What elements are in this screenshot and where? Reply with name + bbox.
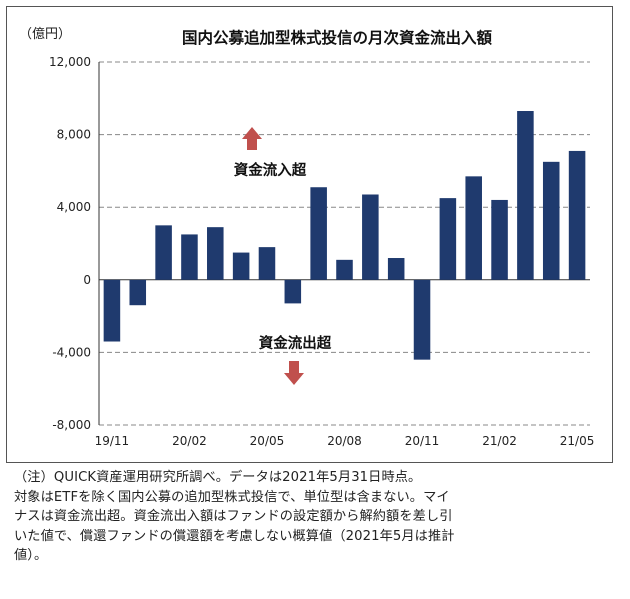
footnote-line: ナスは資金流出超。資金流出入額はファンドの設定額から解約額を差し引 — [14, 509, 453, 524]
bar-chart: 国内公募追加型株式投信の月次資金流出入額 （億円） 12,000 8,000 4,0… — [19, 26, 595, 448]
x-tick-label: 20/02 — [172, 434, 207, 448]
bar-20-03 — [207, 227, 224, 280]
inflow-label: 資金流入超 — [234, 161, 307, 179]
footnote-line: 対象はETFを除く国内公募の追加型株式投信で、単位型は含まない。マイ — [14, 489, 450, 505]
bar-19-11 — [103, 279, 121, 342]
y-tick-label: -4,000 — [52, 345, 91, 359]
bar-21-03 — [517, 111, 534, 280]
y-unit-label: （億円） — [19, 26, 71, 42]
bar-20-09 — [362, 194, 379, 280]
bar-21-05 — [568, 150, 586, 280]
footnote-line: （注）QUICK資産運用研究所調べ。データは2021年5月31日時点。 — [14, 470, 422, 485]
bar-20-12 — [439, 198, 457, 280]
bar-21-01 — [465, 176, 482, 280]
bar-20-01 — [155, 225, 172, 280]
bar-19-12 — [129, 279, 147, 306]
footnote-line: 値）。 — [14, 548, 48, 563]
y-tick-label: -8,000 — [52, 418, 91, 432]
x-tick-label: 20/11 — [405, 434, 440, 448]
bar-20-02 — [181, 234, 198, 280]
outflow-label: 資金流出超 — [259, 334, 332, 352]
y-tick-label: 4,000 — [57, 200, 91, 214]
y-tick-label: 8,000 — [57, 128, 91, 142]
bar-20-11 — [413, 279, 431, 360]
bar-20-08 — [336, 259, 353, 280]
x-tick-label: 21/02 — [482, 434, 517, 448]
bar-20-10 — [387, 258, 405, 280]
x-tick-label: 20/08 — [327, 434, 362, 448]
bar-20-05 — [258, 247, 276, 280]
y-tick-label: 12,000 — [49, 55, 91, 69]
chart-title: 国内公募追加型株式投信の月次資金流出入額 — [182, 28, 493, 47]
up-arrow-icon — [242, 127, 262, 150]
bar-21-04 — [542, 161, 560, 280]
x-tick-label: 21/05 — [560, 434, 595, 448]
x-tick-label: 20/05 — [250, 434, 285, 448]
footnote: （注）QUICK資産運用研究所調べ。データは2021年5月31日時点。 対象はE… — [14, 468, 614, 566]
down-arrow-icon — [284, 361, 304, 385]
bar-20-04 — [232, 252, 250, 280]
y-tick-label: 0 — [83, 273, 91, 287]
bar-21-02 — [491, 199, 508, 280]
chart-frame: 国内公募追加型株式投信の月次資金流出入額 （億円） 12,000 8,000 4,0… — [6, 6, 613, 463]
footnote-line: いた値で、償還ファンドの償還額を考慮しない概算値（2021年5月は推計 — [14, 528, 455, 544]
bar-20-06 — [284, 279, 302, 304]
bar-20-07 — [310, 187, 327, 280]
x-tick-label: 19/11 — [95, 434, 130, 448]
